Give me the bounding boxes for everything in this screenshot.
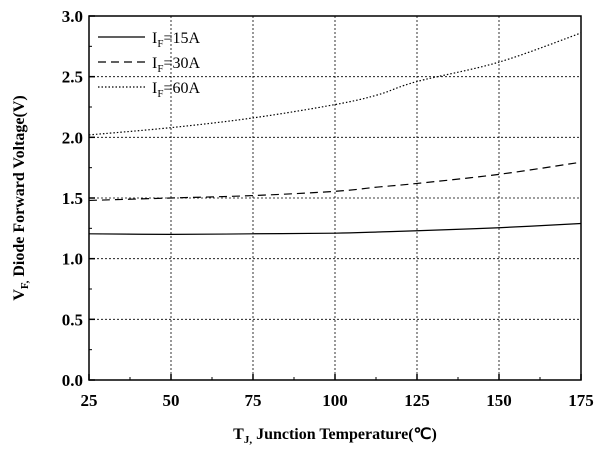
grid-lines [89,16,581,380]
x-tick-label: 175 [568,391,594,410]
series-line-1 [88,222,582,236]
y-axis-title: VF, Diode Forward Voltage(V) [11,95,31,300]
y-tick-label: 1.0 [62,250,83,269]
series-layer [88,32,582,236]
x-tick-label: 125 [404,391,430,410]
y-tick-label: 0.0 [62,371,83,390]
x-tick-label: 25 [81,391,98,410]
x-tick-label: 100 [322,391,348,410]
legend-label-2: IF=30A [152,55,200,75]
legend-label-3: IF=60A [152,80,200,100]
y-tick-label: 2.0 [62,128,83,147]
y-tick-label: 1.5 [62,189,83,208]
legend: IF=15A IF=30A IF=60A [98,30,200,100]
x-tick-label: 75 [245,391,262,410]
x-tick-label: 50 [163,391,180,410]
series-line-2 [88,161,582,202]
axis-ticks: 25 50 75 100 125 150 175 0.0 0.5 1.0 1.5 2.0 2.5 3.0 [62,7,594,410]
x-tick-label: 150 [486,391,512,410]
y-tick-label: 2.5 [62,68,83,87]
series-line-3 [88,32,582,136]
y-tick-label: 0.5 [62,310,83,329]
x-axis-title: TJ, Junction Temperature(℃) [233,426,437,446]
legend-label-1: IF=15A [152,30,200,50]
y-tick-label: 3.0 [62,7,83,26]
